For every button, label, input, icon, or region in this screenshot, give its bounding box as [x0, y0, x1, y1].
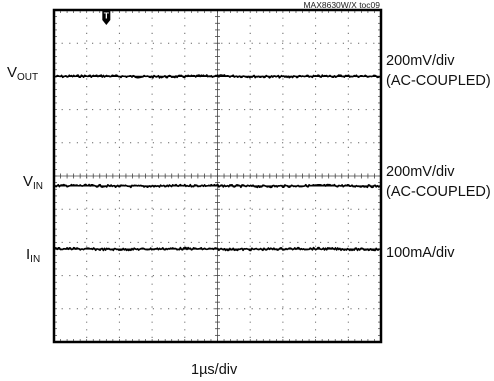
trigger-marker-arrow: [102, 20, 111, 25]
scale-text: 100mA/div: [386, 245, 455, 261]
trigger-marker-box: [102, 11, 111, 20]
marker-layer: T: [102, 11, 111, 25]
channel-label-iin: IIN: [26, 246, 41, 265]
channel-scale-vin: 200mV/div (AC-COUPLED): [386, 162, 491, 202]
channel-label-vin: VIN: [23, 173, 44, 192]
trace-layer: [54, 74, 381, 252]
channel-label-vout: VOUT: [7, 64, 39, 83]
graticule: [54, 10, 381, 342]
channel-scale-iin: 100mA/div: [386, 243, 455, 263]
scale-text: 200mV/div: [386, 53, 455, 69]
channel-scale-vout: 200mV/div (AC-COUPLED): [386, 51, 491, 91]
timebase-label: 1µs/div: [191, 362, 238, 378]
trigger-marker-label: T: [104, 11, 110, 21]
figure-id: MAX8630W/X toc09: [303, 0, 380, 10]
trigger-marker: T: [102, 11, 111, 25]
coupling-text: (AC-COUPLED): [386, 184, 491, 200]
screen-frame: [52, 8, 383, 344]
coupling-text: (AC-COUPLED): [386, 73, 491, 89]
scale-text: 200mV/div: [386, 164, 455, 180]
